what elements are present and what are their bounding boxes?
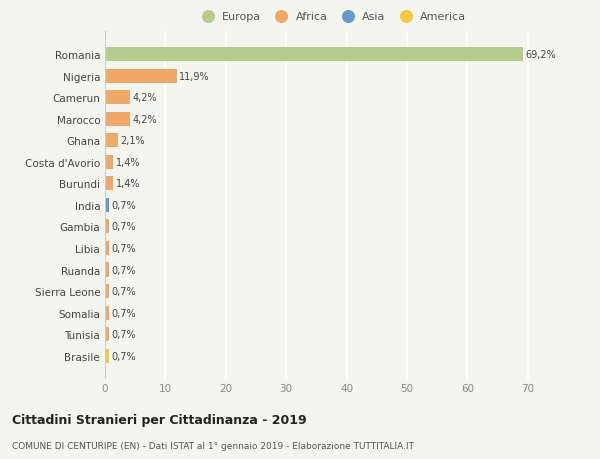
Text: 0,7%: 0,7% [112, 308, 136, 318]
Bar [105, 327, 109, 341]
Bar [105, 177, 113, 191]
Text: 4,2%: 4,2% [133, 93, 157, 103]
Bar [105, 91, 130, 105]
Text: 0,7%: 0,7% [112, 222, 136, 232]
Text: 0,7%: 0,7% [112, 286, 136, 297]
Text: 11,9%: 11,9% [179, 72, 210, 81]
Text: 4,2%: 4,2% [133, 114, 157, 124]
Bar [105, 69, 177, 84]
Bar [105, 285, 109, 298]
Bar [105, 241, 109, 255]
Text: Cittadini Stranieri per Cittadinanza - 2019: Cittadini Stranieri per Cittadinanza - 2… [12, 413, 307, 426]
Bar [105, 48, 523, 62]
Legend: Europa, Africa, Asia, America: Europa, Africa, Asia, America [194, 10, 469, 24]
Bar [105, 112, 130, 126]
Bar [105, 263, 109, 277]
Text: 0,7%: 0,7% [112, 330, 136, 339]
Text: 0,7%: 0,7% [112, 265, 136, 275]
Text: 0,7%: 0,7% [112, 243, 136, 253]
Bar [105, 220, 109, 234]
Bar [105, 156, 113, 169]
Bar [105, 134, 118, 148]
Text: 1,4%: 1,4% [116, 179, 140, 189]
Text: 69,2%: 69,2% [526, 50, 556, 60]
Text: 0,7%: 0,7% [112, 201, 136, 210]
Text: 1,4%: 1,4% [116, 157, 140, 168]
Text: 2,1%: 2,1% [120, 136, 145, 146]
Text: COMUNE DI CENTURIPE (EN) - Dati ISTAT al 1° gennaio 2019 - Elaborazione TUTTITAL: COMUNE DI CENTURIPE (EN) - Dati ISTAT al… [12, 441, 414, 450]
Bar [105, 349, 109, 363]
Text: 0,7%: 0,7% [112, 351, 136, 361]
Bar [105, 306, 109, 320]
Bar [105, 198, 109, 213]
